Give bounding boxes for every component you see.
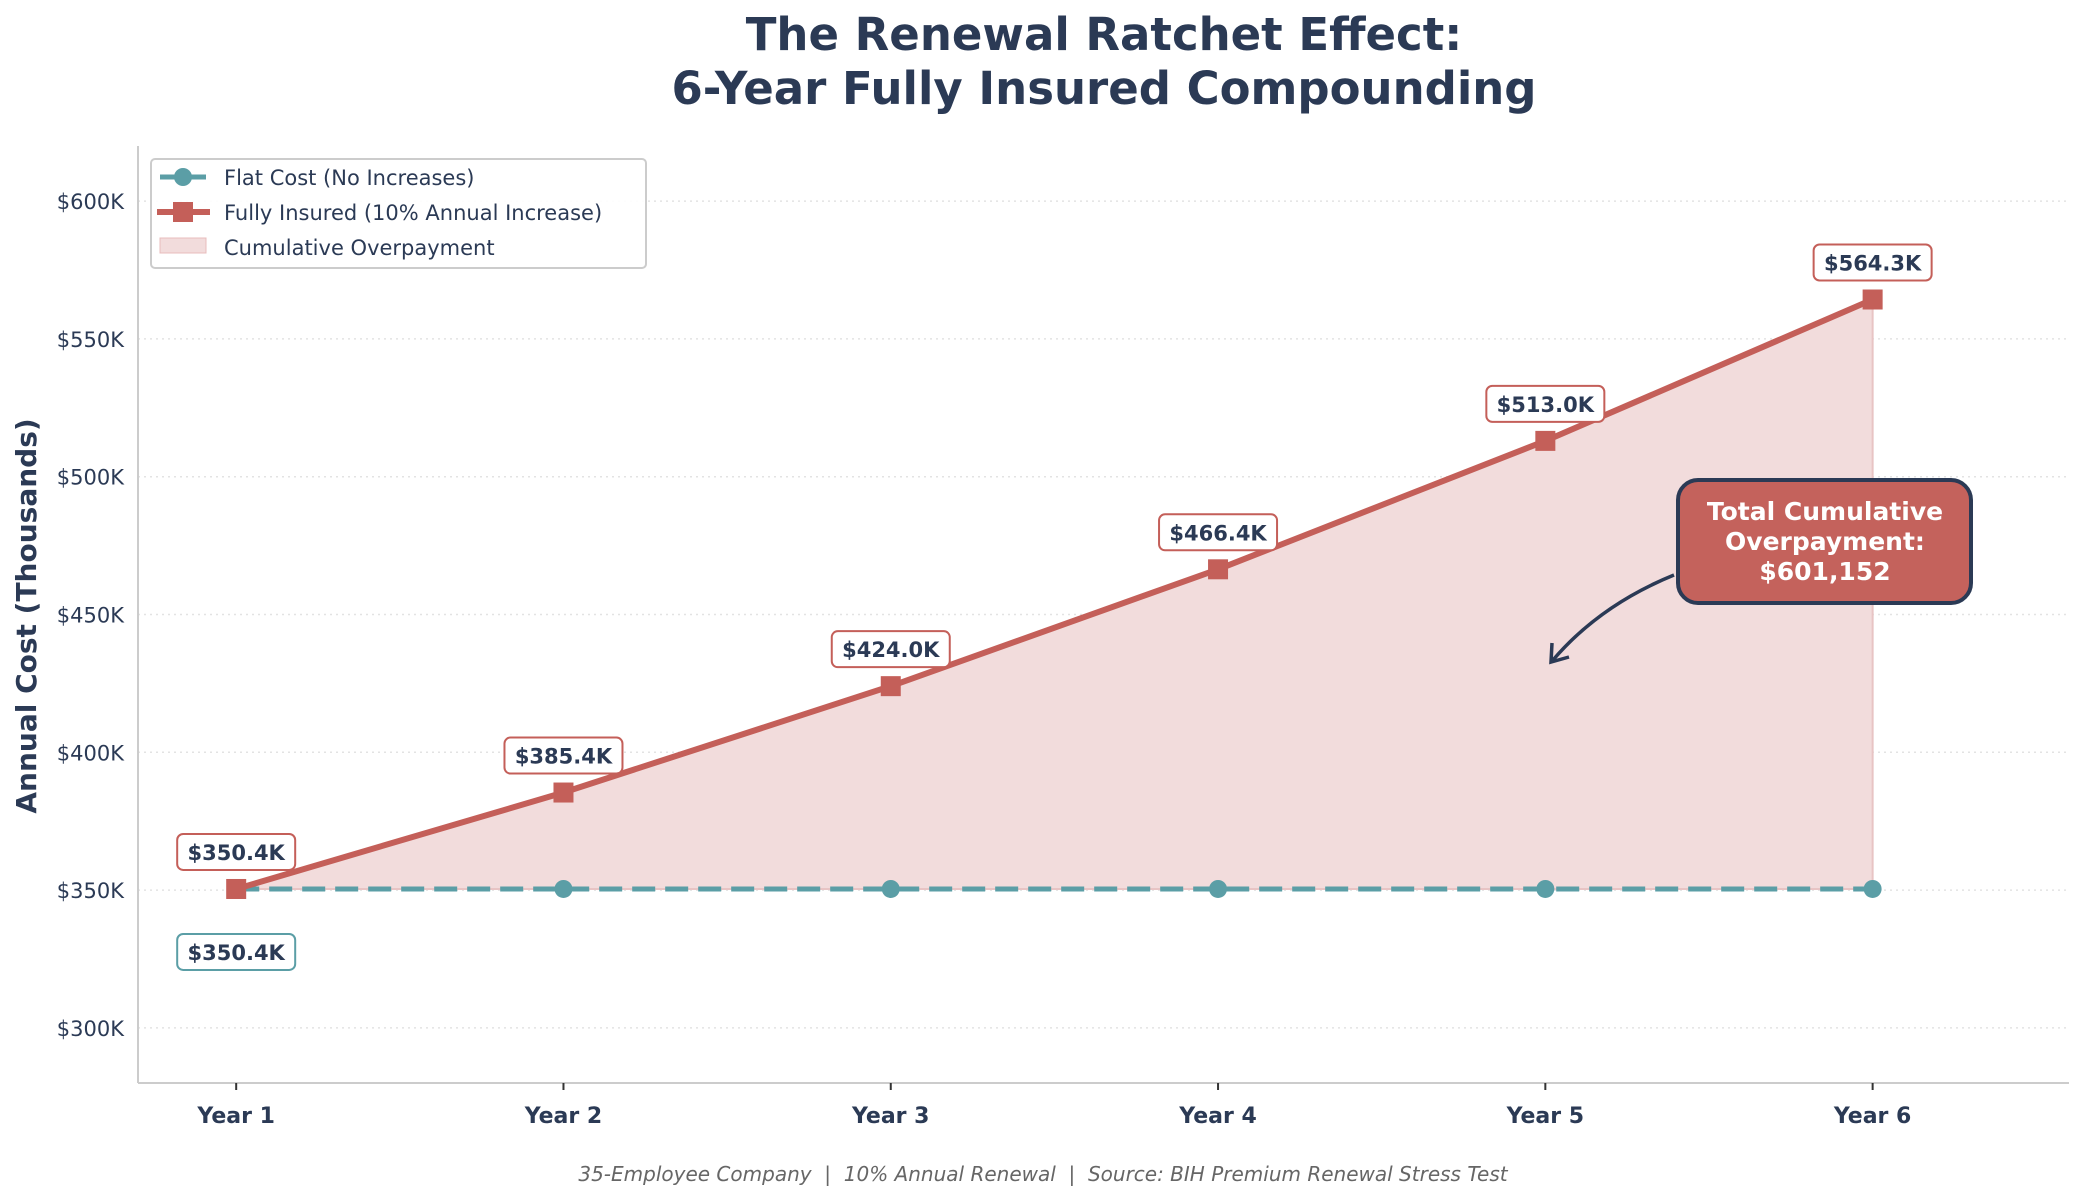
flat-cost-point — [881, 879, 900, 898]
annotation-arrowhead — [1549, 642, 1570, 665]
x-tick-label: Year 6 — [1833, 1104, 1912, 1129]
legend-fill-label: Cumulative Overpayment — [224, 236, 495, 260]
insured-data-label-box — [1158, 513, 1279, 552]
insured-data-label-box — [503, 736, 624, 775]
x-tick-label: Year 4 — [1178, 1104, 1257, 1129]
insured-data-label: $385.4K — [515, 745, 613, 769]
flat-cost-point — [1536, 879, 1555, 898]
insured-data-label: $564.3K — [1824, 252, 1922, 276]
legend-insured-label: Fully Insured (10% Annual Increase) — [224, 201, 602, 225]
fully-insured-point — [226, 878, 247, 899]
insured-data-label-box — [1812, 243, 1933, 282]
footer-note: 35-Employee Company | 10% Annual Renewal… — [578, 1162, 1508, 1186]
annotation-line3: $601,152 — [1759, 557, 1890, 586]
fully-insured-point — [1862, 289, 1883, 310]
legend-flat-label: Flat Cost (No Increases) — [224, 166, 474, 190]
annotation-arrow — [1551, 573, 1675, 662]
annotation-line2: Overpayment: — [1725, 527, 1925, 556]
y-tick-label: $550K — [57, 328, 125, 352]
x-tick-label: Year 2 — [524, 1104, 603, 1129]
flat-data-label-box — [176, 932, 297, 971]
insured-data-label-box — [1485, 384, 1606, 423]
x-tick-label: Year 5 — [1506, 1104, 1585, 1129]
chart-title-line1: The Renewal Ratchet Effect: — [746, 8, 1463, 61]
y-tick-label: $500K — [57, 466, 125, 490]
y-tick-label: $400K — [57, 741, 125, 765]
insured-data-label: $424.0K — [842, 638, 940, 662]
insured-data-label-box — [830, 630, 951, 669]
legend-fill-swatch — [159, 237, 207, 254]
legend-flat-marker — [174, 168, 192, 186]
insured-data-label: $513.0K — [1497, 393, 1595, 417]
annotation-line1: Total Cumulative — [1707, 497, 1943, 526]
y-axis-label: Annual Cost (Thousands) — [10, 418, 43, 813]
fully-insured-point — [1208, 559, 1229, 580]
y-tick-label: $450K — [57, 604, 125, 628]
flat-cost-point — [1209, 879, 1228, 898]
insured-data-label: $466.4K — [1169, 521, 1267, 545]
flat-cost-point — [554, 879, 573, 898]
x-tick-label: Year 1 — [196, 1104, 275, 1129]
legend-box — [150, 158, 647, 269]
insured-data-label-box — [176, 832, 297, 871]
flat-cost-point — [1863, 879, 1882, 898]
y-tick-label: $300K — [57, 1017, 125, 1041]
chart-title-line2: 6-Year Fully Insured Compounding — [671, 62, 1536, 115]
fully-insured-point — [880, 676, 901, 697]
x-tick-label: Year 3 — [851, 1104, 930, 1129]
legend-insured-marker — [173, 202, 193, 222]
cumulative-overpayment-area — [235, 297, 1874, 890]
legend: Flat Cost (No Increases) Fully Insured (… — [150, 158, 647, 269]
annotation: Total Cumulative Overpayment: $601,152 — [1549, 478, 1973, 665]
annotation-box — [1676, 478, 1973, 605]
flat-data-label: $350.4K — [188, 941, 286, 965]
y-tick-label: $600K — [57, 190, 125, 214]
insured-data-label: $350.4K — [188, 841, 286, 865]
y-tick-label: $350K — [57, 879, 125, 903]
fully-insured-point — [553, 782, 574, 803]
fully-insured-point — [1535, 430, 1556, 451]
